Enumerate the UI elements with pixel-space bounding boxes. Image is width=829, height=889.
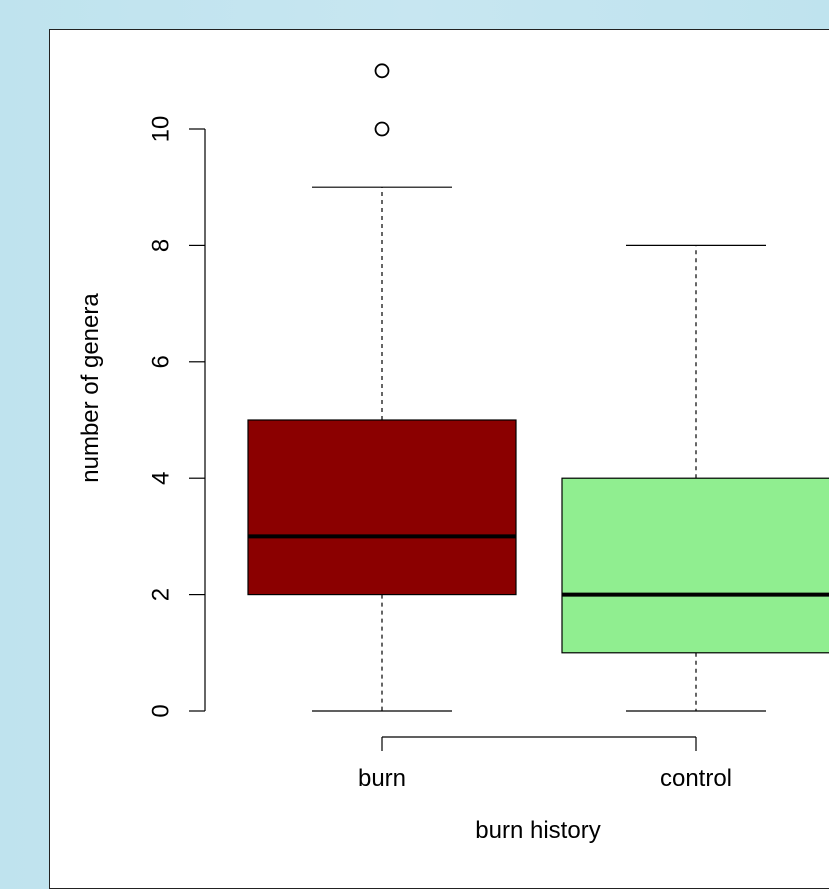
box-burn (247, 63, 517, 712)
x-axis: burn control (358, 736, 732, 792)
x-axis-label: burn history (475, 817, 600, 844)
y-tick-label: 0 (148, 704, 175, 717)
iqr-box (561, 477, 829, 654)
y-tick-label: 2 (148, 588, 175, 601)
y-tick-label: 4 (148, 472, 175, 485)
x-tick-label-burn: burn (358, 765, 406, 792)
y-tick-label: 10 (148, 116, 175, 143)
boxplot-chart: 0 2 4 6 8 10 burn control number of genera bur… (77, 63, 829, 844)
x-tick-label-control: control (660, 765, 732, 792)
y-axis-label: number of genera (77, 293, 104, 483)
y-tick-label: 8 (148, 239, 175, 252)
boxes (247, 63, 829, 712)
outlier-point (374, 121, 390, 137)
box-control (561, 244, 829, 712)
iqr-box (247, 419, 517, 596)
outlier-point (374, 63, 390, 79)
y-tick-label: 6 (148, 355, 175, 368)
y-axis: 0 2 4 6 8 10 (148, 116, 206, 718)
